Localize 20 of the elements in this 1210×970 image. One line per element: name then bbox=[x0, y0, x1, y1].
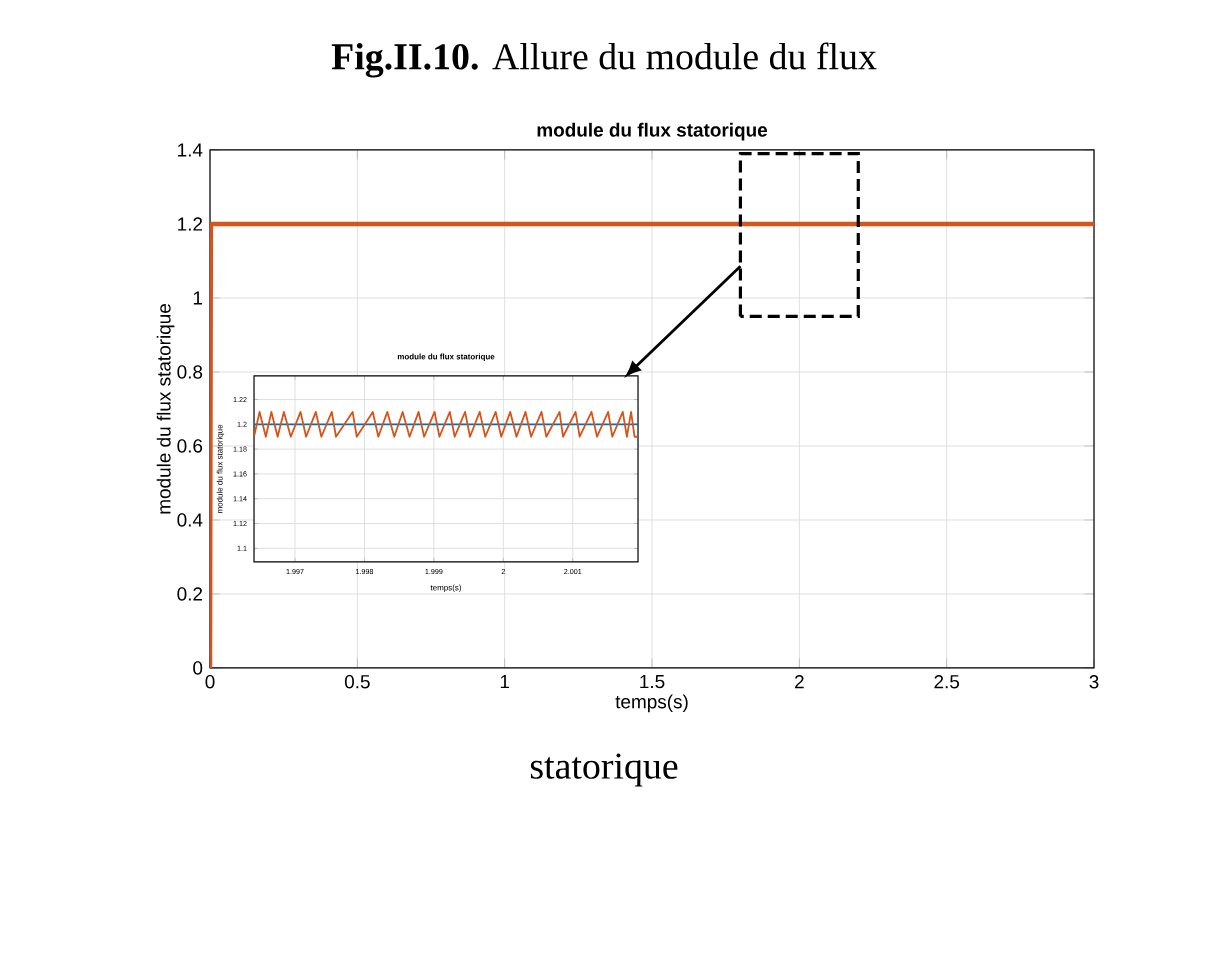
x-tick-label: 0 bbox=[205, 675, 215, 689]
chart-title: module du flux statorique bbox=[537, 122, 768, 141]
x-tick-label: 1.5 bbox=[640, 675, 665, 689]
y-axis-title: module du flux statorique bbox=[156, 304, 175, 514]
x-tick-label: 0.5 bbox=[344, 675, 370, 689]
y-tick-label: 1 bbox=[193, 291, 203, 305]
text: Fig.II.10. Allure du module du flux bbox=[331, 42, 877, 78]
y-tick-label: 0 bbox=[193, 661, 203, 675]
y-tick-label: 1.2 bbox=[178, 217, 203, 231]
y-tick-label: 1.4 bbox=[178, 143, 203, 157]
x-tick-label: 1 bbox=[500, 675, 510, 689]
text: statorique bbox=[530, 753, 678, 787]
y-tick-label: 0.6 bbox=[177, 439, 203, 453]
x-tick-label: 2 bbox=[795, 675, 804, 689]
x-axis-title: temps(s) bbox=[615, 694, 688, 713]
y-tick-label: 0.2 bbox=[177, 587, 203, 601]
y-tick-label: 0.8 bbox=[177, 365, 203, 379]
x-tick-label: 2.5 bbox=[934, 675, 960, 689]
y-tick-label: 0.4 bbox=[177, 513, 203, 527]
x-tick-label: 3 bbox=[1089, 675, 1099, 689]
